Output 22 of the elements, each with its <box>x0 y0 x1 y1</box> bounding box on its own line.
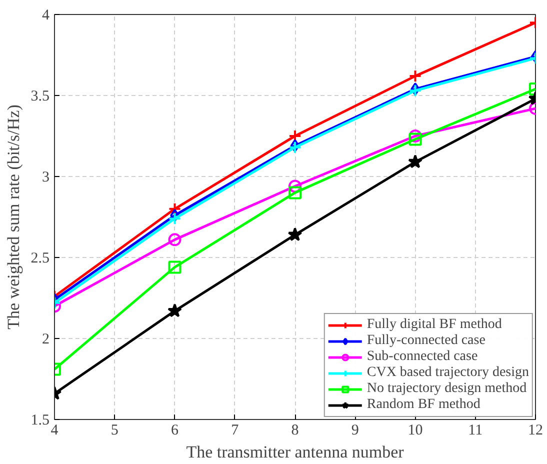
x-tick-label: 6 <box>171 422 179 438</box>
x-tick-label: 7 <box>231 422 240 438</box>
legend-label: Fully-connected case <box>366 333 486 349</box>
y-tick-label: 2.5 <box>30 250 50 266</box>
y-tick-label: 4 <box>42 8 50 24</box>
y-axis-title: The weighted sum rate (bit/s/Hz) <box>4 104 23 330</box>
legend-label: No trajectory design method <box>366 381 527 397</box>
x-tick-label: 12 <box>528 422 543 438</box>
x-tick-label: 9 <box>351 422 359 438</box>
x-tick-label: 8 <box>291 422 299 438</box>
x-tick-label: 10 <box>408 422 423 438</box>
x-axis-title: The transmitter antenna number <box>186 442 404 462</box>
legend-label: Sub-connected case <box>366 349 478 365</box>
legend-label: Fully digital BF method <box>366 317 502 333</box>
legend-label: CVX based trajectory design <box>366 365 529 381</box>
y-tick-label: 3 <box>42 170 50 186</box>
x-tick-label: 11 <box>468 422 483 438</box>
y-tick-label: 3.5 <box>30 88 50 104</box>
x-tick-label: 5 <box>110 422 118 438</box>
y-tick-label: 1.5 <box>30 412 50 428</box>
y-tick-label: 2 <box>42 332 50 348</box>
legend-label: Random BF method <box>366 397 480 413</box>
